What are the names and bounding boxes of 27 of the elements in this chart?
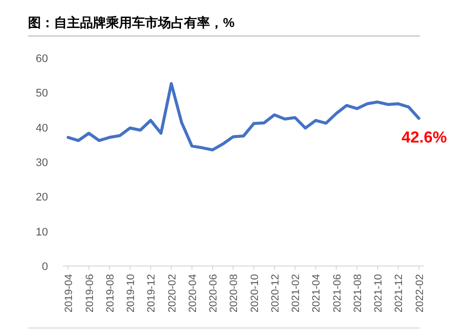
- x-tick-label: 2021-04: [310, 274, 323, 313]
- x-tick-label: 2020-06: [208, 274, 220, 313]
- x-tick-label: 2020-04: [186, 274, 199, 313]
- y-tick-label: 0: [42, 261, 48, 273]
- x-tick-label: 2022-02: [414, 274, 426, 313]
- x-tick-label: 2019-12: [146, 274, 158, 313]
- y-tick-label: 20: [36, 192, 48, 204]
- y-tick-label: 10: [36, 226, 48, 238]
- y-tick-label: 40: [36, 122, 48, 134]
- x-tick-label: 2021-12: [393, 274, 406, 313]
- x-tick-label: 2021-10: [372, 274, 385, 313]
- x-tick-label: 2019-08: [104, 274, 116, 313]
- x-tick-label: 2019-10: [125, 274, 138, 313]
- chart-title: 图：自主品牌乘用车市场占有率，%: [28, 15, 235, 30]
- annotation: 42.6%: [401, 129, 447, 146]
- x-tick-label: 2019-04: [63, 274, 76, 313]
- y-tick-label: 30: [36, 157, 48, 169]
- x-tick-label: 2020-10: [248, 274, 261, 313]
- y-tick-label: 60: [36, 53, 48, 65]
- x-tick-label: 2021-02: [290, 274, 302, 313]
- x-tick-label: 2020-08: [228, 274, 240, 313]
- x-tick-label: 2019-06: [84, 274, 96, 313]
- y-tick-label: 50: [36, 88, 48, 100]
- x-tick-label: 2020-02: [166, 274, 178, 313]
- x-tick-label: 2020-12: [269, 274, 282, 313]
- x-tick-label: 2021-08: [352, 274, 364, 313]
- x-tick-label: 2021-06: [331, 274, 344, 313]
